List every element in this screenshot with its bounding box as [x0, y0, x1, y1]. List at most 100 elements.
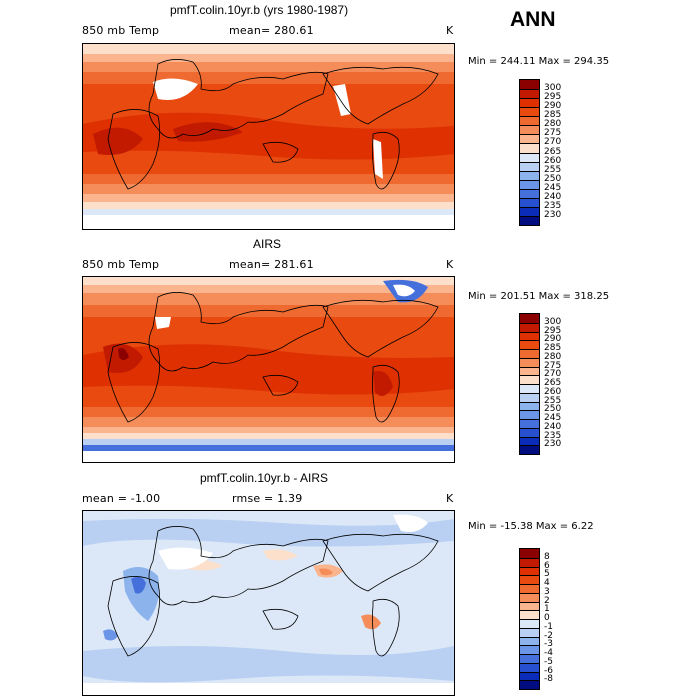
colorbar-label: 0 — [544, 613, 550, 623]
colorbar-swatch — [520, 610, 539, 619]
panel3-units: K — [446, 492, 454, 505]
colorbar-swatch — [520, 645, 539, 654]
colorbar-swatch — [520, 557, 539, 567]
colorbar-label: -3 — [544, 639, 553, 650]
colorbar-swatch — [520, 134, 539, 144]
panel1-variable: 850 mb Temp — [82, 24, 160, 37]
panel2-mean: mean= 281.61 — [229, 258, 314, 271]
colorbar-swatch — [520, 116, 539, 126]
colorbar-swatch — [520, 80, 539, 90]
panel3-colorbar — [519, 548, 540, 690]
colorbar-label: 255 — [544, 164, 562, 175]
panel3-rmse: rmse = 1.39 — [232, 492, 303, 505]
colorbar-swatch — [520, 98, 539, 108]
panel2-variable: 850 mb Temp — [82, 258, 160, 271]
colorbar-swatch — [520, 427, 539, 437]
colorbar-swatch — [520, 671, 539, 681]
colorbar-label: -8 — [544, 674, 553, 685]
colorbar-swatch — [520, 340, 539, 349]
colorbar-swatch — [520, 436, 539, 446]
colorbar-label: 290 — [544, 334, 562, 345]
panel3-map-field — [83, 511, 454, 695]
colorbar-label: 270 — [544, 369, 562, 380]
colorbar-swatch — [520, 89, 539, 99]
colorbar-swatch — [520, 566, 539, 576]
colorbar-swatch — [520, 410, 539, 419]
panel1-units: K — [446, 24, 454, 37]
colorbar-label: 230 — [544, 439, 562, 450]
panel1-map-field — [83, 44, 454, 229]
colorbar-swatch — [520, 197, 539, 207]
colorbar-label: 260 — [544, 155, 562, 166]
colorbar-swatch — [520, 601, 539, 611]
colorbar-label: 3 — [544, 586, 550, 597]
colorbar-label: 280 — [544, 119, 562, 130]
panel2-minmax: Min = 201.51 Max = 318.25 — [468, 291, 610, 302]
colorbar-swatch — [520, 401, 539, 411]
colorbar-swatch — [520, 161, 539, 171]
colorbar-label: 4 — [544, 578, 550, 588]
colorbar-label: -4 — [544, 648, 553, 658]
panel1-mean: mean= 280.61 — [229, 24, 314, 37]
colorbar-swatch — [520, 125, 539, 135]
colorbar-label: 275 — [544, 360, 562, 371]
colorbar-label: 285 — [544, 343, 562, 353]
colorbar-label: 260 — [544, 386, 562, 397]
season-label: ANN — [510, 8, 556, 31]
colorbar-label: 5 — [544, 569, 550, 580]
panel1-title: pmfT.colin.10yr.b (yrs 1980-1987) — [170, 3, 349, 17]
colorbar-label: 295 — [544, 92, 562, 103]
colorbar-swatch — [520, 170, 539, 180]
panel3-minmax: Min = -15.38 Max = 6.22 — [468, 521, 594, 532]
colorbar-label: 245 — [544, 182, 562, 193]
colorbar-label: 295 — [544, 325, 562, 336]
panel1-map — [82, 43, 455, 230]
colorbar-swatch — [520, 375, 539, 384]
colorbar-label: 235 — [544, 200, 562, 211]
panel2-map-field — [83, 277, 454, 462]
colorbar-label: -6 — [544, 665, 553, 676]
colorbar-swatch — [520, 627, 539, 637]
panel1-colorbar — [519, 79, 540, 226]
colorbar-swatch — [520, 179, 539, 189]
colorbar-label: 300 — [544, 316, 562, 327]
colorbar-swatch — [520, 322, 539, 332]
colorbar-swatch — [520, 215, 539, 225]
colorbar-swatch — [520, 152, 539, 162]
colorbar-swatch — [520, 619, 539, 628]
colorbar-label: 250 — [544, 404, 562, 415]
colorbar-swatch — [520, 314, 539, 323]
colorbar-swatch — [520, 662, 539, 672]
colorbar-swatch — [520, 392, 539, 402]
colorbar-swatch — [520, 575, 539, 584]
colorbar-swatch — [520, 107, 539, 117]
colorbar-label: 265 — [544, 146, 562, 157]
colorbar-label: 255 — [544, 395, 562, 406]
colorbar-swatch — [520, 445, 539, 454]
colorbar-swatch — [520, 584, 539, 593]
panel2-colorbar — [519, 313, 540, 455]
colorbar-label: 290 — [544, 101, 562, 112]
panel2-units: K — [446, 258, 454, 271]
colorbar-label: 240 — [544, 191, 562, 202]
colorbar-swatch — [520, 357, 539, 367]
colorbar-label: 285 — [544, 110, 562, 121]
colorbar-label: -5 — [544, 656, 553, 667]
colorbar-label: 2 — [544, 595, 550, 606]
colorbar-swatch — [520, 636, 539, 646]
colorbar-swatch — [520, 188, 539, 198]
colorbar-swatch — [520, 206, 539, 216]
colorbar-swatch — [520, 680, 539, 689]
colorbar-swatch — [520, 331, 539, 341]
colorbar-label: 230 — [544, 209, 562, 220]
panel1-minmax: Min = 244.11 Max = 294.35 — [468, 56, 610, 67]
colorbar-swatch — [520, 366, 539, 376]
panel3-title: pmfT.colin.10yr.b - AIRS — [200, 471, 329, 485]
colorbar-label: 300 — [544, 83, 562, 94]
panel2-map — [82, 276, 455, 463]
colorbar-label: 245 — [544, 413, 562, 423]
colorbar-swatch — [520, 384, 539, 393]
colorbar-label: 270 — [544, 137, 562, 148]
colorbar-swatch — [520, 349, 539, 358]
colorbar-label: 265 — [544, 378, 562, 388]
